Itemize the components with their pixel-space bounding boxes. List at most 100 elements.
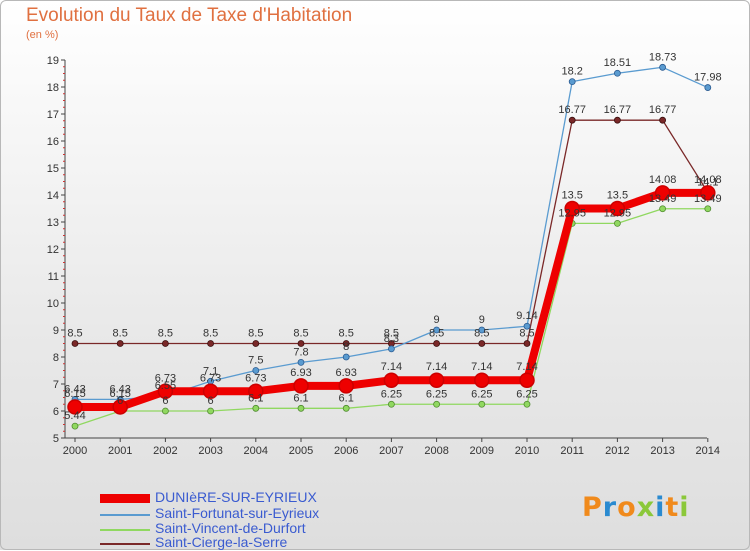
data-label: 8.3 bbox=[384, 333, 399, 345]
y-tick-label: 13 bbox=[47, 217, 59, 229]
data-label: 6.15 bbox=[109, 388, 130, 400]
data-label: 6.25 bbox=[426, 388, 447, 400]
data-label: 9.14 bbox=[516, 310, 537, 322]
logo-letter: t bbox=[665, 492, 680, 523]
y-tick-label: 8 bbox=[53, 352, 59, 364]
legend-swatch bbox=[100, 543, 150, 545]
data-label: 16.77 bbox=[604, 104, 632, 116]
data-point bbox=[568, 116, 576, 124]
x-tick-label: 2006 bbox=[334, 445, 358, 457]
data-point bbox=[614, 219, 621, 227]
data-label: 8.5 bbox=[293, 328, 308, 340]
y-tick-label: 5 bbox=[53, 433, 59, 445]
x-tick-label: 2013 bbox=[650, 445, 674, 457]
data-point bbox=[523, 322, 531, 330]
data-point bbox=[700, 185, 716, 201]
data-point bbox=[704, 84, 712, 91]
data-point bbox=[252, 340, 260, 347]
logo-letter: i bbox=[679, 492, 690, 523]
x-tick-label: 2005 bbox=[289, 445, 313, 457]
logo-letter: o bbox=[617, 492, 637, 523]
data-label: 7.8 bbox=[293, 346, 308, 358]
legend-swatch bbox=[100, 494, 150, 503]
data-label: 17.98 bbox=[694, 72, 722, 84]
x-tick-label: 2014 bbox=[696, 445, 720, 457]
y-tick-label: 11 bbox=[48, 271, 59, 283]
data-label: 6.1 bbox=[248, 392, 263, 404]
data-point bbox=[478, 340, 486, 347]
data-point bbox=[387, 345, 395, 353]
data-point bbox=[478, 326, 486, 334]
data-label: 8.5 bbox=[519, 328, 534, 340]
data-label: 6.73 bbox=[155, 372, 176, 384]
y-tick-label: 15 bbox=[47, 163, 59, 175]
x-tick-label: 2004 bbox=[244, 445, 268, 457]
data-label: 18.2 bbox=[561, 66, 582, 78]
data-point bbox=[71, 340, 79, 347]
data-point bbox=[433, 340, 441, 347]
data-label: 9 bbox=[434, 314, 440, 326]
data-point bbox=[568, 78, 576, 85]
logo-letter: i bbox=[655, 492, 666, 523]
data-point bbox=[433, 400, 441, 408]
data-label: 16.77 bbox=[649, 104, 677, 116]
data-point bbox=[654, 185, 671, 201]
data-label: 7.14 bbox=[471, 361, 492, 373]
data-point bbox=[519, 372, 535, 388]
y-tick-label: 18 bbox=[47, 82, 59, 94]
legend-label: Saint-Cierge-la-Serre bbox=[155, 534, 288, 550]
data-label: 8.5 bbox=[158, 328, 173, 340]
data-label: 7.5 bbox=[248, 355, 263, 367]
data-label: 6.25 bbox=[516, 388, 537, 400]
data-label: 12.95 bbox=[604, 207, 632, 219]
data-point bbox=[112, 399, 128, 415]
data-point bbox=[71, 422, 79, 430]
data-label: 7.14 bbox=[381, 361, 402, 373]
x-tick-label: 2000 bbox=[63, 445, 87, 457]
data-point bbox=[342, 353, 350, 361]
y-tick-label: 16 bbox=[47, 136, 59, 148]
data-point bbox=[252, 367, 260, 374]
data-label: 6.55 bbox=[155, 380, 176, 392]
data-label: 13.5 bbox=[561, 190, 582, 202]
data-label: 18.51 bbox=[604, 57, 632, 69]
data-label: 6.15 bbox=[64, 388, 85, 400]
data-label: 8 bbox=[343, 341, 349, 353]
data-label: 5.44 bbox=[64, 410, 85, 422]
data-point bbox=[474, 372, 490, 388]
x-tick-label: 2009 bbox=[470, 445, 494, 457]
x-tick-label: 2003 bbox=[198, 445, 222, 457]
data-point bbox=[383, 372, 400, 388]
y-tick-label: 10 bbox=[47, 298, 59, 310]
data-label: 6.93 bbox=[335, 367, 356, 379]
y-tick-label: 9 bbox=[53, 325, 59, 337]
x-tick-label: 2002 bbox=[153, 445, 177, 457]
data-label: 13.49 bbox=[694, 193, 722, 205]
proxiti-logo: Proxiti bbox=[582, 492, 690, 523]
data-label: 8.5 bbox=[429, 328, 444, 340]
y-tick-label: 6 bbox=[53, 406, 59, 418]
chart-title: Evolution du Taux de Taxe d'Habitation bbox=[26, 5, 353, 26]
data-label: 14.08 bbox=[649, 174, 677, 186]
data-point bbox=[116, 340, 124, 347]
y-tick-label: 17 bbox=[47, 109, 59, 121]
data-label: 6.25 bbox=[381, 388, 402, 400]
data-point bbox=[564, 200, 580, 217]
y-tick-label: 19 bbox=[47, 55, 59, 67]
data-point bbox=[207, 340, 215, 347]
data-label: 6 bbox=[117, 395, 123, 407]
data-point bbox=[248, 383, 264, 400]
x-tick-label: 2011 bbox=[560, 445, 584, 457]
data-point bbox=[478, 400, 486, 408]
series-line bbox=[75, 119, 709, 345]
data-point bbox=[614, 116, 621, 124]
chart-subtitle: (en %) bbox=[26, 29, 59, 41]
y-tick-label: 12 bbox=[47, 244, 59, 256]
logo-letter: x bbox=[636, 492, 656, 523]
legend-label: DUNIèRE-SUR-EYRIEUX bbox=[155, 489, 317, 505]
data-point bbox=[704, 205, 712, 213]
data-label: 13.5 bbox=[607, 190, 628, 202]
x-tick-label: 2007 bbox=[379, 445, 403, 457]
data-label: 8.5 bbox=[248, 328, 263, 340]
